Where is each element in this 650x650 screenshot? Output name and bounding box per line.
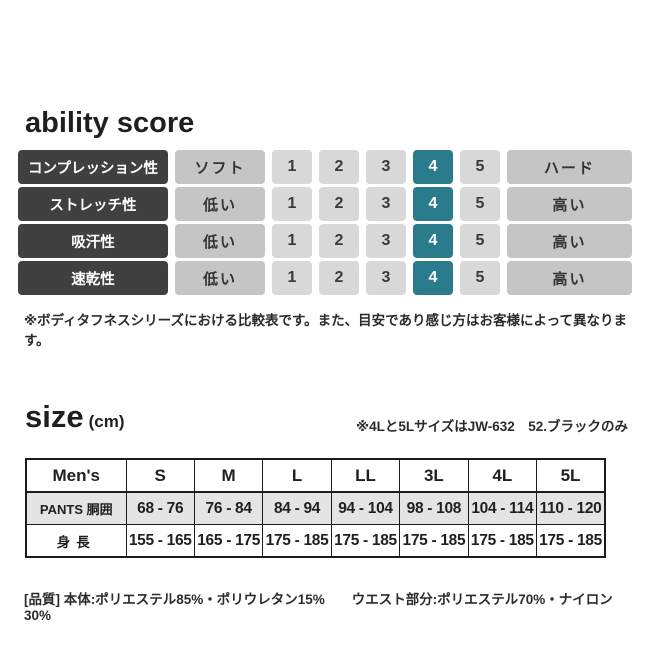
ability-row-label: 速乾性 xyxy=(18,261,168,295)
ability-scale-cell: 2 xyxy=(319,261,359,295)
size-value-cell: 175 - 185 xyxy=(467,524,538,558)
size-table-row-height: 身長 155 - 165 165 - 175 175 - 185 175 - 1… xyxy=(25,524,606,558)
ability-scale-cell: 4 xyxy=(413,261,453,295)
ability-row-stretch: ストレッチ性 低い 1 2 3 4 5 高い xyxy=(18,187,632,221)
ability-scale-cell: 1 xyxy=(272,150,312,184)
size-row-label: PANTS 胴囲 xyxy=(25,491,127,525)
ability-scale-cell: 4 xyxy=(413,187,453,221)
ability-scale-min-label: 低い xyxy=(175,187,265,221)
ability-scale-cell: 5 xyxy=(460,224,500,258)
ability-scale-cell: 5 xyxy=(460,261,500,295)
ability-scale-cell: 2 xyxy=(319,150,359,184)
ability-row-sweat-absorption: 吸汗性 低い 1 2 3 4 5 高い xyxy=(18,224,632,258)
size-value-cell: 76 - 84 xyxy=(193,491,264,525)
size-table-header-cell: 3L xyxy=(399,458,469,493)
ability-row-label: コンプレッション性 xyxy=(18,150,168,184)
size-table-header-cell: 4L xyxy=(467,458,538,493)
ability-score-title: ability score xyxy=(25,107,195,139)
size-value-cell: 68 - 76 xyxy=(125,491,195,525)
size-section-header: size (cm) ※4Lと5LサイズはJW-632 52.ブラックのみ xyxy=(25,401,628,438)
size-title: size (cm) xyxy=(25,401,125,438)
size-title-text: size xyxy=(25,399,84,434)
ability-scale-cell: 1 xyxy=(272,187,312,221)
ability-score-table: コンプレッション性 ソフト 1 2 3 4 5 ハード ストレッチ性 低い 1 … xyxy=(18,150,632,295)
ability-scale-max-label: 高い xyxy=(507,187,632,221)
quality-materials-note: [品質] 本体:ポリエステル85%・ポリウレタン15% ウエスト部分:ポリエステ… xyxy=(24,592,613,623)
ability-scale-cell: 1 xyxy=(272,261,312,295)
ability-row-label: 吸汗性 xyxy=(18,224,168,258)
ability-scale-max-label: 高い xyxy=(507,224,632,258)
size-value-cell: 98 - 108 xyxy=(399,491,469,525)
ability-comparison-note: ※ボディタフネスシリーズにおける比較表です。また、目安であり感じ方はお客様によっ… xyxy=(24,313,627,348)
size-table-header-cell: M xyxy=(193,458,264,493)
size-value-cell: 175 - 185 xyxy=(536,524,606,558)
ability-scale-cell: 3 xyxy=(366,261,406,295)
size-value-cell: 175 - 185 xyxy=(262,524,332,558)
size-value-cell: 175 - 185 xyxy=(330,524,401,558)
ability-scale-min-label: 低い xyxy=(175,224,265,258)
ability-row-label: ストレッチ性 xyxy=(18,187,168,221)
ability-scale-cell: 5 xyxy=(460,150,500,184)
size-value-cell: 84 - 94 xyxy=(262,491,332,525)
ability-row-quick-dry: 速乾性 低い 1 2 3 4 5 高い xyxy=(18,261,632,295)
size-unit-label: (cm) xyxy=(88,412,125,431)
ability-scale-cell: 4 xyxy=(413,150,453,184)
size-table-header-cell: LL xyxy=(330,458,401,493)
size-table-header-cell: 5L xyxy=(536,458,606,493)
ability-scale-cell: 2 xyxy=(319,224,359,258)
ability-scale-min-label: ソフト xyxy=(175,150,265,184)
size-value-cell: 104 - 114 xyxy=(467,491,538,525)
ability-scale-cell: 3 xyxy=(366,150,406,184)
ability-scale-cell: 5 xyxy=(460,187,500,221)
size-row-label: 身長 xyxy=(25,524,127,558)
size-table: Men's S M L LL 3L 4L 5L PANTS 胴囲 68 - 76… xyxy=(25,458,606,558)
size-value-cell: 94 - 104 xyxy=(330,491,401,525)
size-table-header-row: Men's S M L LL 3L 4L 5L xyxy=(25,458,606,493)
ability-scale-cell: 2 xyxy=(319,187,359,221)
ability-scale-max-label: 高い xyxy=(507,261,632,295)
ability-scale-cell: 3 xyxy=(366,224,406,258)
size-table-row-pants-waist: PANTS 胴囲 68 - 76 76 - 84 84 - 94 94 - 10… xyxy=(25,491,606,525)
ability-scale-cell: 3 xyxy=(366,187,406,221)
ability-row-compression: コンプレッション性 ソフト 1 2 3 4 5 ハード xyxy=(18,150,632,184)
size-value-cell: 175 - 185 xyxy=(399,524,469,558)
size-availability-note: ※4Lと5LサイズはJW-632 52.ブラックのみ xyxy=(356,419,628,434)
ability-scale-min-label: 低い xyxy=(175,261,265,295)
size-table-header-cell: L xyxy=(262,458,332,493)
size-value-cell: 155 - 165 xyxy=(125,524,195,558)
ability-scale-max-label: ハード xyxy=(507,150,632,184)
size-table-header-cell: Men's xyxy=(25,458,127,493)
size-value-cell: 165 - 175 xyxy=(193,524,264,558)
size-table-header-cell: S xyxy=(125,458,195,493)
size-value-cell: 110 - 120 xyxy=(536,491,606,525)
ability-scale-cell: 1 xyxy=(272,224,312,258)
ability-scale-cell: 4 xyxy=(413,224,453,258)
